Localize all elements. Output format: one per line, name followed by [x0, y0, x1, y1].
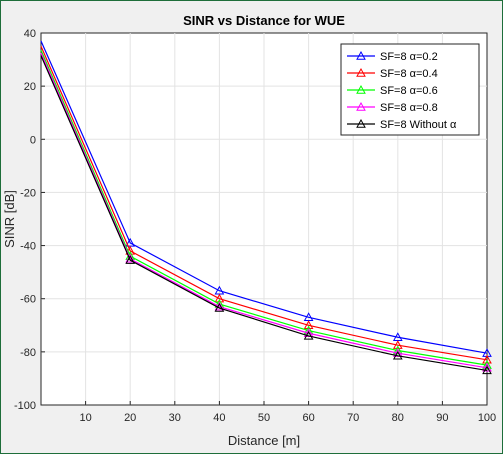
data-point-marker	[214, 302, 225, 312]
legend: SF=8 α=0.2 SF=8 α=0.4 SF=8 α=0.6 SF=8 α=0.8…	[340, 43, 480, 136]
y-tick-label: -80	[20, 347, 36, 359]
legend-label: SF=8 α=0.2	[380, 51, 438, 63]
legend-marker	[356, 84, 366, 94]
y-tick-label: 20	[24, 81, 36, 93]
data-point-marker	[482, 365, 492, 375]
x-tick-label: 50	[258, 412, 270, 424]
x-axis-label: Distance [m]	[228, 433, 300, 448]
series-line	[40, 55, 488, 372]
y-tick-label: 0	[30, 134, 36, 146]
x-tick-label: 90	[436, 412, 448, 424]
legend-label: SF=8 α=0.4	[380, 68, 438, 80]
x-tick-label: 40	[213, 412, 225, 424]
x-ticks: 10 20 30 40 50 60 70 80 90 100	[79, 401, 496, 424]
data-point-marker	[482, 360, 492, 369]
y-tick-label: -20	[20, 187, 36, 199]
data-point-marker	[392, 350, 403, 360]
chart-title: SINR vs Distance for WUE	[183, 13, 345, 28]
y-axis-label: SINR [dB]	[2, 190, 17, 248]
x-tick-label: 80	[392, 412, 404, 424]
y-tick-label: -100	[14, 400, 36, 412]
x-tick-label: 60	[302, 412, 314, 424]
legend-label: SF=8 Without α	[380, 119, 457, 131]
series-line	[40, 46, 488, 361]
y-tick-label: -60	[20, 294, 36, 306]
data-point-marker	[125, 253, 136, 263]
legend-label: SF=8 α=0.6	[380, 85, 438, 97]
legend-marker	[356, 50, 366, 60]
series-group	[40, 40, 492, 375]
y-tick-label: 40	[24, 28, 36, 40]
series-line	[40, 50, 488, 366]
series-line	[40, 40, 488, 354]
series-5	[40, 55, 492, 375]
data-point-marker	[303, 330, 314, 340]
x-tick-label: 10	[79, 412, 91, 424]
x-tick-label: 70	[347, 412, 359, 424]
x-tick-label: 30	[169, 412, 181, 424]
legend-marker	[356, 118, 366, 128]
x-tick-label: 100	[478, 412, 496, 424]
y-tick-label: -40	[20, 241, 36, 253]
data-point-marker	[125, 255, 136, 264]
legend-marker	[356, 67, 366, 77]
y-ticks: 40 20 0 -20 -40 -60 -80 -100	[14, 28, 45, 412]
data-point-marker	[482, 362, 492, 372]
legend-label: SF=8 α=0.8	[380, 102, 438, 114]
legend-marker	[356, 101, 366, 111]
series-line	[40, 52, 488, 369]
x-tick-label: 20	[124, 412, 136, 424]
